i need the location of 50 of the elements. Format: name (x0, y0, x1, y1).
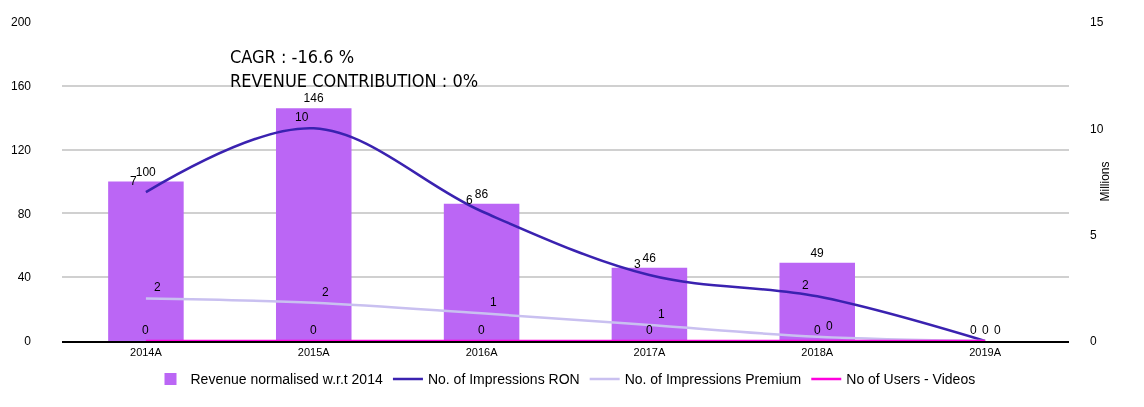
data-label: 86 (474, 186, 489, 201)
y2-tick-label: 15 (1090, 15, 1104, 30)
data-label: 2 (154, 280, 161, 294)
bar (443, 203, 520, 341)
y-tick-label: 40 (17, 270, 32, 285)
data-label: 0 (310, 323, 317, 337)
data-label: 0 (478, 323, 485, 337)
data-label: 49 (810, 245, 825, 260)
data-label: 0 (814, 323, 821, 337)
legend-label: No. of Impressions Premium (624, 371, 802, 388)
bar (611, 267, 688, 341)
data-label: 10 (295, 110, 309, 124)
bar (779, 262, 856, 341)
y2-tick-label: 10 (1090, 121, 1104, 136)
x-tick-label: 2015A (297, 346, 331, 359)
legend-label: No of Users - Videos (846, 371, 976, 388)
x-tick-label: 2019A (969, 346, 1002, 359)
y2-tick-label: 0 (1090, 334, 1097, 349)
data-label: 2 (322, 285, 329, 299)
y2-axis-title: Millions (1098, 161, 1112, 202)
data-label: 1 (658, 307, 665, 321)
data-label: 0 (826, 319, 833, 333)
data-label: 3 (634, 257, 641, 271)
y-tick-label: 0 (24, 334, 32, 349)
y-tick-label: 80 (17, 206, 32, 221)
data-label: 0 (982, 323, 989, 337)
data-label: 0 (142, 323, 149, 337)
bar (275, 108, 352, 341)
y-tick-label: 200 (10, 15, 32, 30)
legend-label: Revenue normalised w.r.t 2014 (190, 371, 383, 388)
x-tick-label: 2018A (801, 346, 834, 359)
x-tick-label: 2017A (633, 346, 666, 359)
data-label: 146 (303, 91, 324, 106)
annotation: REVENUE CONTRIBUTION : 0% (230, 70, 479, 91)
y2-tick-label: 5 (1090, 227, 1097, 242)
x-tick-label: 2016A (465, 346, 499, 359)
y-tick-label: 160 (10, 79, 32, 93)
data-label: 46 (642, 250, 657, 265)
y-tick-label: 120 (10, 142, 32, 157)
data-label: 0 (994, 323, 1001, 337)
legend-label: No. of Impressions RON (427, 371, 580, 388)
data-label: 7 (130, 174, 137, 188)
x-tick-label: 2014A (130, 346, 163, 359)
data-label: 100 (135, 164, 157, 179)
data-label: 0 (970, 323, 977, 337)
data-label: 2 (802, 278, 809, 292)
data-label: 6 (466, 193, 473, 207)
data-label: 0 (646, 323, 653, 337)
annotation: CAGR : -16.6 % (230, 46, 355, 67)
data-label: 1 (490, 295, 497, 309)
